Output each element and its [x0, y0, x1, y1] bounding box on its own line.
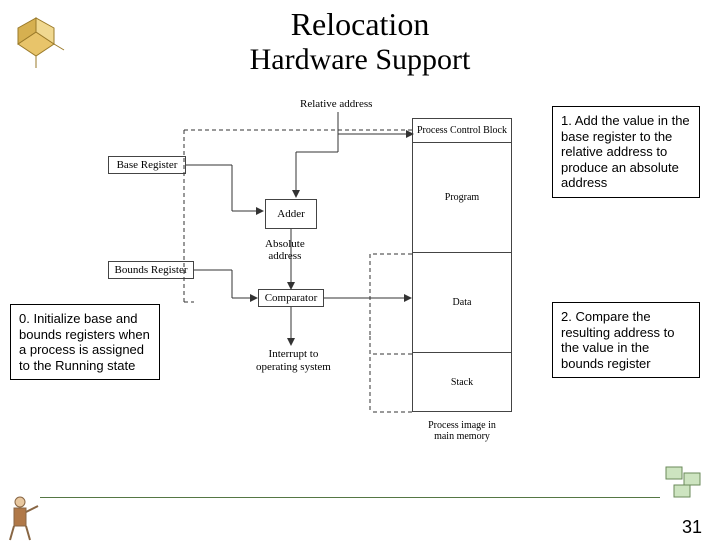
- note-step-1: 1. Add the value in the base register to…: [552, 106, 700, 198]
- label-interrupt: Interrupt tooperating system: [256, 348, 331, 374]
- box-bounds-register: Bounds Register: [108, 261, 194, 279]
- box-adder: Adder: [265, 199, 317, 229]
- title-block: Relocation Hardware Support: [0, 6, 720, 77]
- mem-pcb: Process Control Block: [413, 119, 511, 143]
- box-comparator: Comparator: [258, 289, 324, 307]
- mem-program: Program: [413, 143, 511, 253]
- note-step-0: 0. Initialize base and bounds registers …: [10, 304, 160, 380]
- box-base-register: Base Register: [108, 156, 186, 174]
- title-line-1: Relocation: [0, 6, 720, 43]
- decoration-bottom-left-icon: [4, 492, 46, 542]
- mem-data: Data: [413, 253, 511, 353]
- label-absolute-address: Absoluteaddress: [265, 238, 305, 262]
- page-number: 31: [682, 517, 702, 538]
- label-relative-address: Relative address: [300, 98, 372, 110]
- note-step-2: 2. Compare the resulting address to the …: [552, 302, 700, 378]
- slide: Relocation Hardware Support Relative add…: [0, 6, 720, 546]
- memory-column: Process Control Block Program Data Stack: [412, 118, 512, 412]
- mem-stack: Stack: [413, 353, 511, 411]
- memory-caption: Process image inmain memory: [412, 420, 512, 442]
- decoration-bottom-right-icon: [660, 461, 710, 506]
- title-line-2: Hardware Support: [0, 43, 720, 77]
- decoration-top-left-icon: [8, 14, 68, 69]
- footer-separator: [40, 497, 660, 498]
